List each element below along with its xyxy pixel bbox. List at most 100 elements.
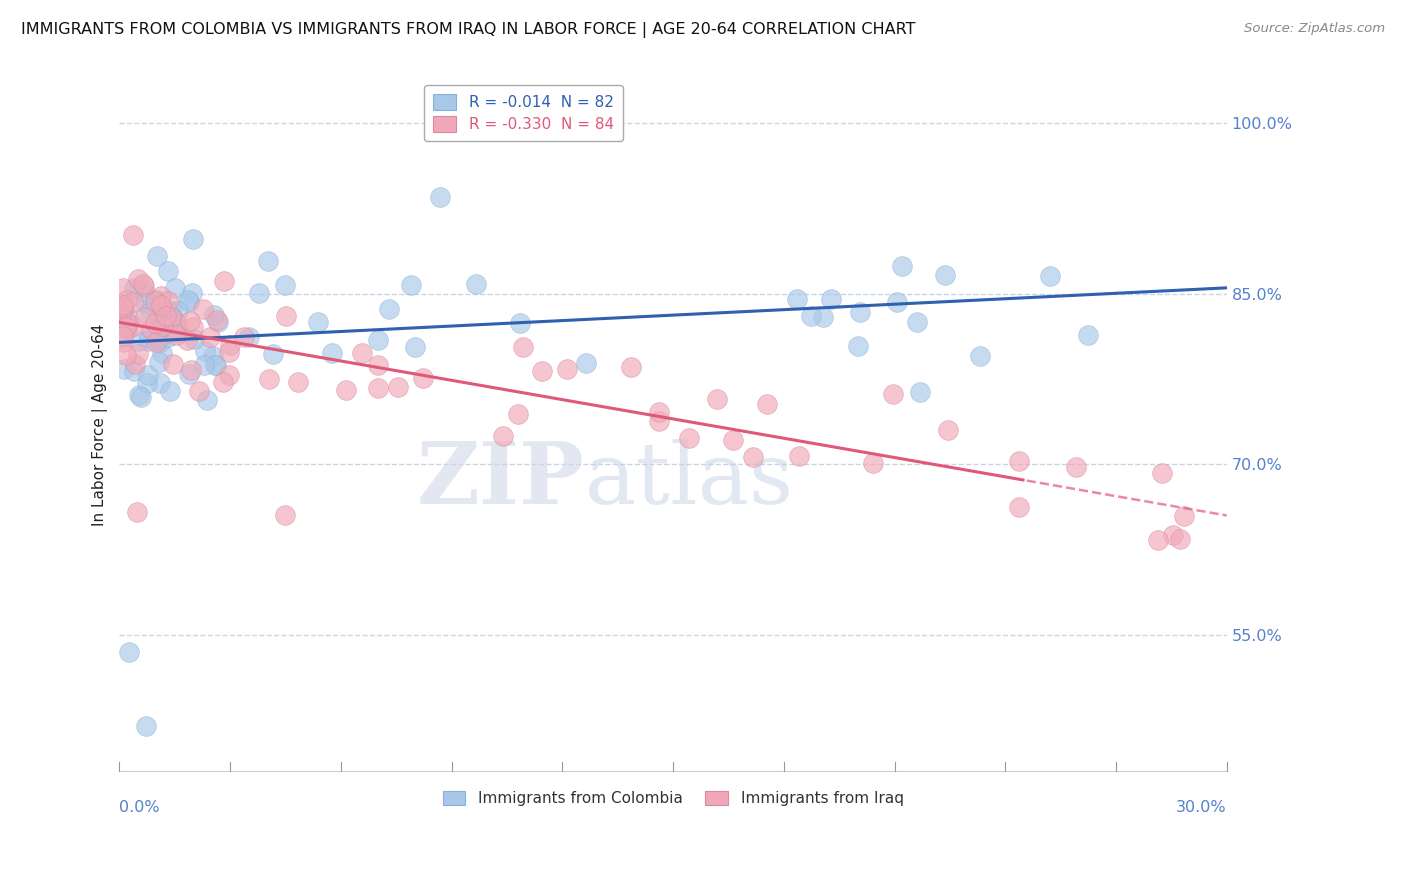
Point (132, 277, 155, 292)
Point (207, 315, 229, 329)
Point (886, 294, 908, 309)
Point (146, 250, 169, 264)
Point (157, 293, 180, 308)
Point (135, 719, 157, 733)
Point (124, 358, 146, 372)
Point (307, 315, 329, 329)
Point (129, 390, 152, 404)
Point (1168, 533, 1191, 547)
Point (882, 387, 904, 401)
Point (160, 310, 183, 324)
Point (194, 344, 217, 359)
Point (509, 316, 531, 330)
Point (112, 329, 135, 343)
Point (575, 355, 598, 369)
Point (205, 358, 228, 372)
Point (149, 306, 172, 320)
Point (211, 375, 233, 389)
Point (179, 368, 201, 382)
Point (160, 310, 183, 324)
Text: atlas: atlas (585, 438, 793, 522)
Point (367, 333, 389, 347)
Point (1147, 533, 1170, 547)
Point (647, 405, 669, 419)
Point (786, 293, 808, 307)
Point (162, 358, 184, 372)
Point (127, 272, 149, 286)
Point (706, 392, 728, 406)
Point (165, 280, 187, 294)
Point (114, 320, 136, 334)
Text: Source: ZipAtlas.com: Source: ZipAtlas.com (1244, 22, 1385, 36)
Point (150, 300, 173, 314)
Point (202, 308, 225, 322)
Point (183, 332, 205, 346)
Point (149, 335, 172, 350)
Point (648, 414, 671, 428)
Point (134, 310, 156, 325)
Point (162, 317, 184, 331)
Text: ZIP: ZIP (416, 438, 585, 522)
Point (124, 281, 146, 295)
Point (1173, 508, 1195, 523)
Point (934, 268, 956, 282)
Point (352, 346, 374, 360)
Point (145, 334, 167, 349)
Point (136, 376, 159, 390)
Point (247, 285, 270, 300)
Point (139, 304, 162, 318)
Point (404, 340, 426, 354)
Point (143, 316, 166, 330)
Point (149, 298, 172, 312)
Point (429, 190, 451, 204)
Point (335, 384, 357, 398)
Point (121, 294, 143, 309)
Point (115, 348, 138, 362)
Point (721, 433, 744, 447)
Point (367, 358, 389, 372)
Point (862, 456, 884, 470)
Point (148, 355, 170, 369)
Point (134, 296, 156, 310)
Point (378, 301, 401, 316)
Point (800, 310, 823, 324)
Point (197, 393, 219, 408)
Point (433, 116, 456, 130)
Point (180, 286, 202, 301)
Point (136, 334, 159, 348)
Point (115, 293, 138, 307)
Point (139, 331, 162, 345)
Point (112, 280, 135, 294)
Point (136, 368, 159, 382)
Point (145, 293, 167, 308)
Point (115, 321, 138, 335)
Point (287, 375, 309, 389)
Point (122, 227, 145, 242)
Text: 30.0%: 30.0% (1175, 800, 1226, 815)
Point (820, 293, 842, 307)
Point (399, 277, 422, 292)
Point (202, 349, 225, 363)
Point (112, 300, 135, 314)
Point (176, 293, 198, 307)
Point (167, 325, 190, 339)
Point (1039, 268, 1062, 283)
Point (180, 363, 202, 377)
Point (156, 264, 179, 278)
Legend: Immigrants from Colombia, Immigrants from Iraq: Immigrants from Colombia, Immigrants fro… (436, 785, 910, 813)
Point (506, 408, 529, 422)
Point (205, 313, 228, 327)
Point (908, 384, 931, 399)
Point (150, 315, 173, 329)
Point (112, 298, 135, 312)
Point (179, 295, 201, 310)
Point (218, 345, 240, 359)
Point (112, 302, 135, 317)
Point (166, 303, 188, 318)
Point (128, 388, 150, 402)
Point (1064, 459, 1087, 474)
Point (1163, 528, 1185, 542)
Point (117, 311, 139, 326)
Point (530, 363, 553, 377)
Point (134, 285, 156, 300)
